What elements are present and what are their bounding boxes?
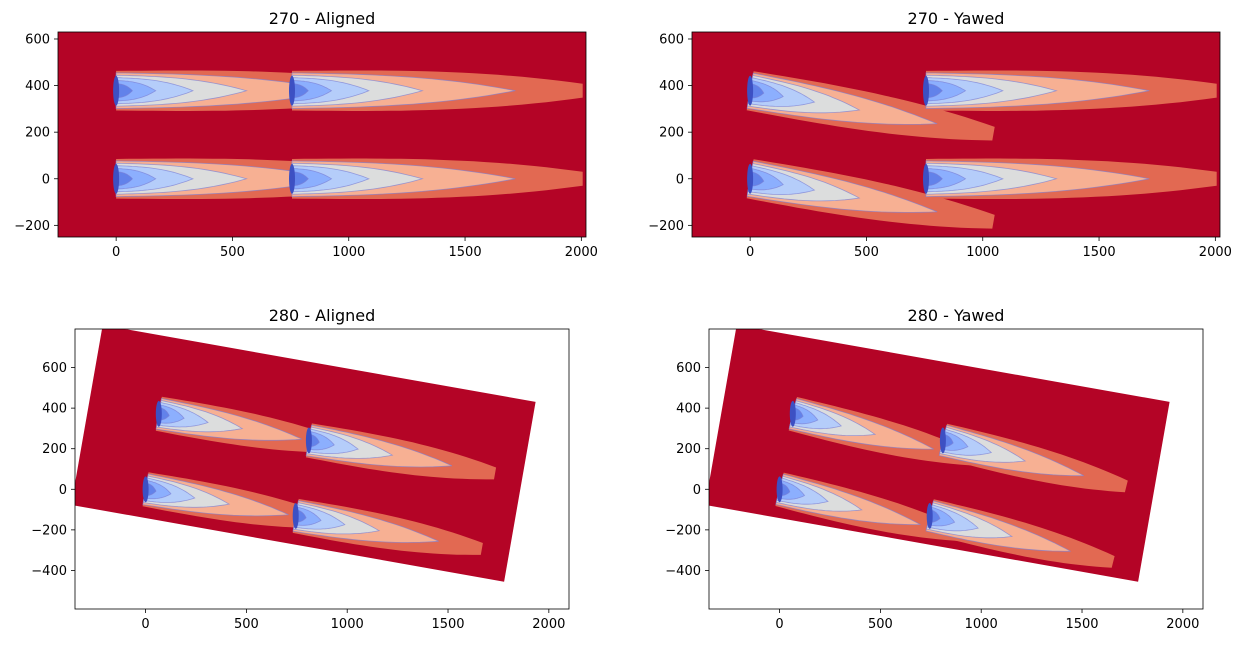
turbine-rotor [926,503,933,529]
turbine-wake [289,158,583,199]
panel-4: 0 500 1000 1500 2000 −400 −200 0 200 400 600 280 - … [665,306,1204,632]
axes-frame [57,31,587,238]
panel-3: 0 500 1000 1500 2000 −400 −200 0 200 400 600 280 - … [31,306,570,632]
flow-domain [58,32,586,237]
y-tick-label: 400 [676,402,701,417]
chart-title: 280 - Aligned [269,306,376,325]
axes-frame [708,328,1204,610]
turbine-wake [746,159,995,229]
turbine-wake [155,396,346,453]
x-tick-label: 2000 [1199,245,1232,260]
turbine-rotor [113,75,120,106]
axes-frame [691,31,1221,238]
turbine-wake [142,472,333,529]
y-tick-label: 400 [659,79,684,94]
y-tick-label: 0 [676,172,684,187]
y-tick-label: −200 [31,523,67,538]
x-tick-label: 0 [141,617,149,632]
x-tick-label: 0 [775,617,783,632]
turbine-rotor [292,503,299,529]
y-tick-label: −200 [648,219,684,234]
y-tick-label: 600 [659,32,684,47]
y-tick-label: 600 [25,32,50,47]
turbine-wake [925,499,1115,568]
chart-title: 280 - Yawed [908,306,1005,325]
panel-2: 0 500 1000 1500 2000 −200 0 200 400 600 270 - Yawe… [648,9,1232,260]
y-tick-label: 0 [42,172,50,187]
x-tick-label: 1500 [1083,245,1116,260]
x-tick-label: 1000 [332,245,365,260]
turbine-rotor [113,163,120,194]
y-tick-label: 200 [676,442,701,457]
y-tick-label: 200 [659,126,684,141]
turbine-rotor [155,400,162,427]
turbine-rotor [789,400,796,427]
x-tick-label: 500 [868,617,893,632]
y-tick-label: 600 [42,361,67,376]
x-tick-label: 500 [234,617,259,632]
turbine-rotor [142,476,149,503]
chart-title: 270 - Aligned [269,9,376,28]
turbine-wake [775,472,965,542]
x-tick-label: 2000 [532,617,565,632]
chart-title: 270 - Yawed [908,9,1005,28]
x-tick-label: 2000 [1166,617,1199,632]
x-tick-label: 500 [854,245,879,260]
y-tick-label: 200 [42,442,67,457]
turbine-rotor [939,427,946,454]
y-tick-label: 400 [25,79,50,94]
y-tick-label: 0 [59,483,67,498]
turbine-wake [305,423,497,480]
x-tick-label: 1000 [965,617,998,632]
turbine-wake [788,397,978,466]
turbine-wake [289,70,583,111]
y-tick-label: 400 [42,402,67,417]
turbine-rotor [747,163,754,194]
turbine-wake [292,498,483,555]
turbine-rotor [289,75,295,106]
x-tick-label: 1000 [966,245,999,260]
turbine-rotor [776,476,783,503]
x-tick-label: 1500 [449,245,482,260]
y-tick-label: −400 [665,564,701,579]
y-tick-label: 200 [25,126,50,141]
turbine-rotor [747,75,754,106]
turbine-wake [938,423,1128,493]
panel-1: 0 500 1000 1500 2000 −200 0 200 400 600 270 - Alig… [14,9,598,260]
y-tick-label: 0 [693,483,701,498]
x-tick-label: 500 [220,245,245,260]
turbine-rotor [923,163,929,194]
x-tick-label: 2000 [565,245,598,260]
turbine-wake [923,70,1217,111]
x-tick-label: 0 [112,245,120,260]
turbine-rotor [923,75,929,106]
y-tick-label: −400 [31,564,67,579]
turbine-wake [923,158,1217,199]
y-tick-label: 600 [676,361,701,376]
axes-frame [74,328,570,610]
x-tick-label: 1000 [331,617,364,632]
flow-domain [75,329,536,582]
y-tick-label: −200 [665,523,701,538]
x-tick-label: 1500 [1065,617,1098,632]
x-tick-label: 0 [746,245,754,260]
turbine-rotor [289,163,295,194]
y-tick-label: −200 [14,219,50,234]
turbine-wake [746,71,995,141]
turbine-rotor [305,427,312,454]
x-tick-label: 1500 [431,617,464,632]
